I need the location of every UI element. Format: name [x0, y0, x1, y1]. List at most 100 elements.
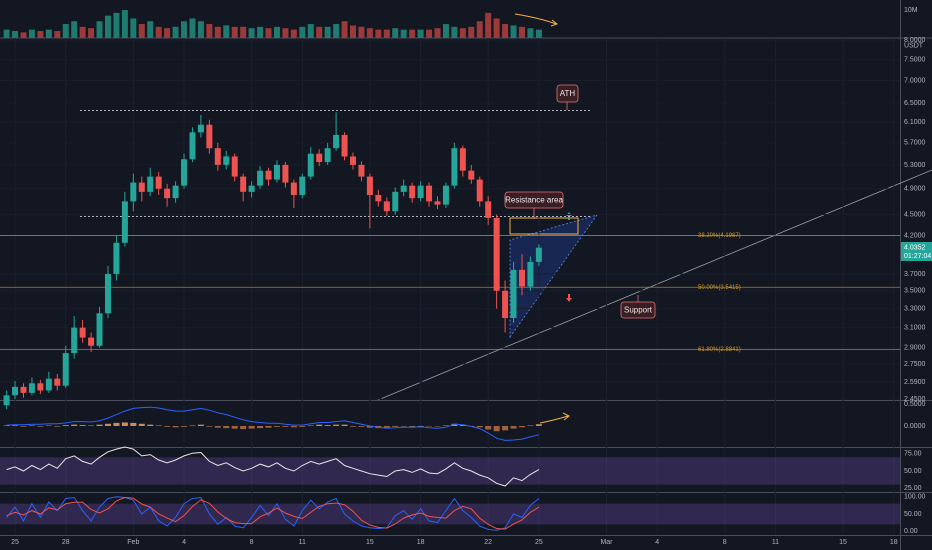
stoch-d-line [6, 496, 540, 530]
candle-body [307, 153, 314, 177]
candle-body [155, 176, 162, 189]
fib-label: 38.20%(4.1987) [698, 233, 741, 239]
volume-bar [104, 15, 111, 38]
macd-histogram-bar [113, 422, 120, 426]
rsi-tick-label: 25.00 [904, 485, 922, 492]
y-tick-label: 3.1000 [904, 324, 926, 331]
macd-histogram-bar [206, 425, 213, 427]
macd-histogram-bar [172, 425, 179, 428]
candle-body [468, 170, 475, 180]
fib-label: 50.00%(3.5415) [698, 285, 741, 291]
volume-bar [189, 18, 196, 38]
y-tick-label: 2.7500 [904, 361, 926, 368]
volume-bar [434, 28, 441, 38]
volume-bar [37, 31, 44, 38]
x-tick-label: Mar [600, 539, 613, 546]
macd-tick-label: 0.5000 [904, 401, 926, 408]
candle-body [265, 170, 272, 180]
macd-histogram-bar [71, 424, 78, 426]
macd-histogram-bar [426, 425, 433, 427]
candle-body [79, 327, 86, 338]
macd-histogram-bar [62, 425, 69, 426]
x-tick-label: 4 [182, 539, 186, 546]
macd-histogram-bar [518, 425, 525, 428]
volume-bar [333, 24, 340, 38]
volume-bar [510, 25, 517, 38]
macd-histogram-bar [510, 425, 517, 429]
macd-histogram-bar [79, 425, 86, 426]
candle-body [341, 134, 348, 157]
macd-histogram-bar [20, 425, 27, 427]
volume-bar [138, 24, 145, 38]
candle-body [299, 176, 306, 195]
volume-bar [527, 28, 534, 38]
macd-histogram-bar [282, 425, 289, 427]
y-tick-label: 4.9000 [904, 186, 926, 193]
volume-bar [476, 21, 483, 38]
volume-bar [316, 26, 323, 38]
candle-body [240, 176, 247, 192]
countdown: 01:27:04 [904, 253, 931, 260]
volume-bar [518, 26, 525, 38]
macd-histogram-bar [476, 425, 483, 428]
y-tick-label: 6.1000 [904, 119, 926, 126]
macd-histogram-bar [104, 423, 111, 426]
macd-histogram-bar [442, 425, 449, 427]
macd-histogram-bar [37, 425, 44, 427]
last-price: 4.0352 [904, 244, 926, 251]
candle-body [223, 156, 230, 165]
macd-histogram-bar [400, 425, 407, 427]
candle-body [358, 164, 365, 177]
volume-bar [223, 25, 230, 38]
volume-bar [121, 10, 128, 39]
volume-bar [468, 26, 475, 38]
macd-histogram-bar [358, 425, 365, 427]
volume-bar [417, 29, 424, 38]
candle-body [324, 148, 331, 163]
rsi-tick-label: 50.00 [904, 468, 922, 475]
macd-histogram-bar [434, 425, 441, 427]
macd-histogram-bar [231, 425, 238, 429]
candle-body [383, 201, 390, 212]
candle-body [451, 148, 458, 186]
candle-body [12, 386, 19, 396]
candle-body [510, 269, 517, 318]
macd-histogram-bar [535, 424, 542, 426]
support-trendline [377, 169, 932, 401]
macd-histogram-bar [54, 425, 61, 427]
volume-bar [28, 29, 35, 38]
candle-body [459, 148, 466, 171]
candle-body [316, 153, 323, 163]
macd-histogram-bar [485, 425, 492, 430]
macd-histogram-bar [350, 425, 357, 427]
volume-bar [273, 26, 280, 38]
macd-histogram-bar [316, 424, 323, 426]
candle-body [206, 124, 213, 149]
volume-bar [3, 29, 10, 38]
y-tick-label: 5.3000 [904, 162, 926, 169]
macd-histogram-bar [189, 425, 196, 427]
macd-histogram-bar [130, 422, 137, 426]
resistance-label: Resistance area [505, 196, 563, 205]
x-tick-label: Feb [127, 539, 139, 546]
volume-bar [451, 26, 458, 38]
volume-bar [197, 21, 204, 38]
candle-body [476, 179, 483, 202]
macd-histogram-bar [392, 425, 399, 427]
candle-body [96, 313, 103, 346]
stoch-k-line [6, 496, 540, 531]
candle-body [282, 164, 289, 183]
resistance-box [509, 217, 579, 235]
volume-bar [206, 24, 213, 38]
volume-bar [290, 29, 297, 38]
candle-body [121, 201, 128, 243]
candle-body [426, 185, 433, 202]
y-tick-label: 2.5900 [904, 379, 926, 386]
x-tick-label: 8 [250, 539, 254, 546]
candle-body [409, 185, 416, 199]
macd-tick-label: 0.0000 [904, 423, 926, 430]
macd-histogram-bar [333, 424, 340, 426]
candle-body [333, 134, 340, 149]
y-tick-label: 3.7000 [904, 271, 926, 278]
volume-bar [299, 26, 306, 38]
